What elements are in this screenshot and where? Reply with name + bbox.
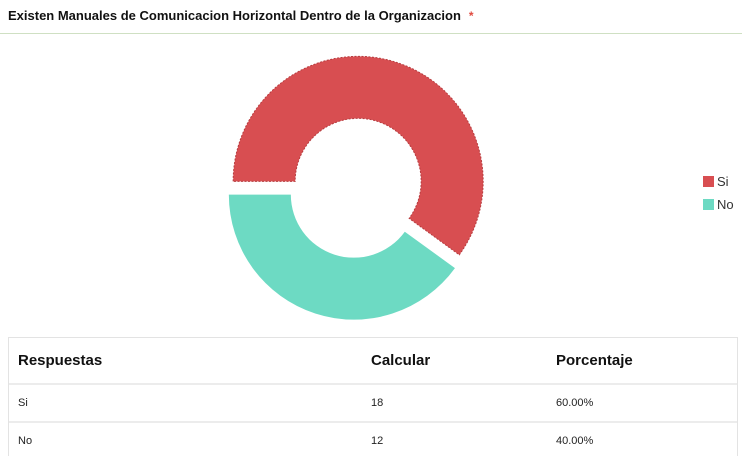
header-porcentaje: Porcentaje (556, 352, 633, 369)
results-table: Respuestas Calcular Porcentaje Si 18 60.… (8, 337, 738, 456)
required-asterisk: * (468, 9, 474, 23)
question-title-text: Existen Manuales de Comunicacion Horizon… (8, 8, 461, 23)
donut-chart: Si No (228, 55, 734, 320)
legend-label-no[interactable]: No (717, 197, 734, 212)
question-header: Existen Manuales de Comunicacion Horizon… (0, 0, 742, 34)
header-calcular: Calcular (371, 352, 431, 369)
question-title: Existen Manuales de Comunicacion Horizon… (8, 8, 474, 23)
donut-slice-si[interactable] (232, 55, 484, 256)
legend-label-si[interactable]: Si (717, 174, 729, 189)
cell-porcentaje: 40.00% (556, 435, 594, 447)
table-header-row: Respuestas Calcular Porcentaje (9, 338, 737, 385)
legend-swatch-si (703, 176, 714, 187)
table-row: No 12 40.00% (9, 423, 737, 456)
cell-calcular: 12 (371, 435, 384, 447)
cell-respuesta: No (18, 435, 33, 447)
cell-calcular: 18 (371, 397, 384, 409)
donut-slice-no[interactable] (228, 194, 455, 320)
cell-respuesta: Si (18, 397, 28, 409)
cell-porcentaje: 60.00% (556, 397, 594, 409)
header-respuestas: Respuestas (18, 352, 103, 369)
legend-swatch-no (703, 199, 714, 210)
table-row: Si 18 60.00% (9, 385, 737, 423)
